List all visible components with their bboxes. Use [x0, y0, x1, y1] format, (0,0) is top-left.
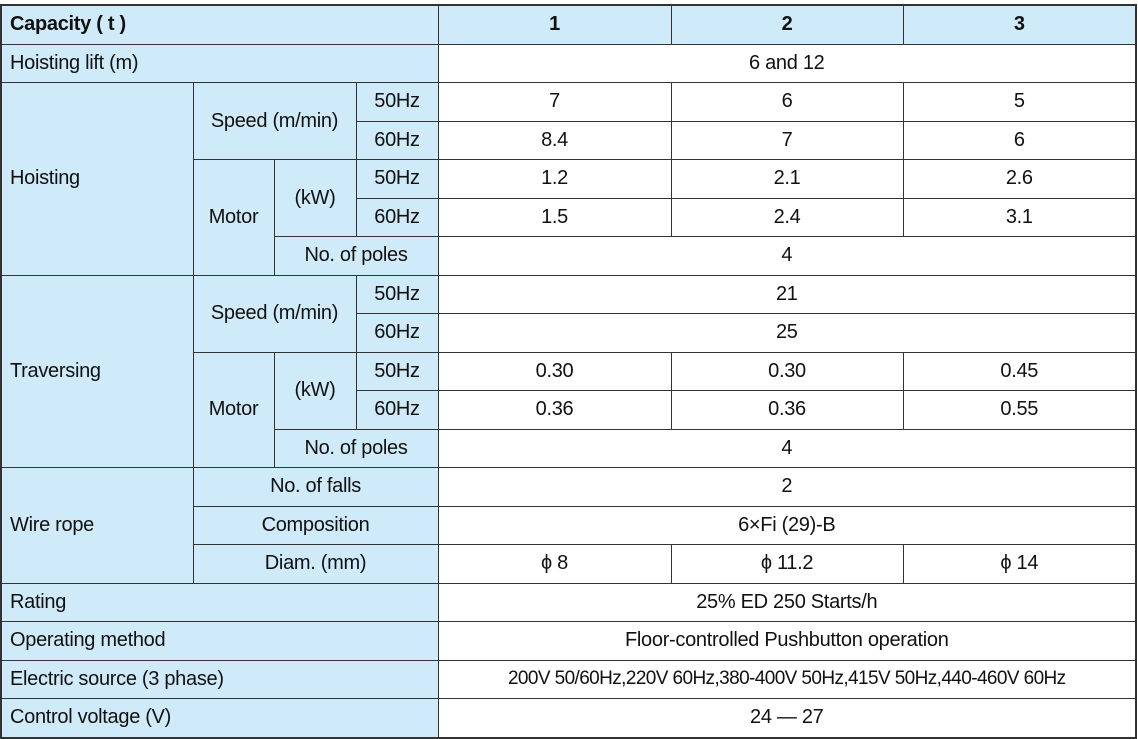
sub-label: No. of falls [192, 467, 439, 507]
cell: 2.4 [670, 197, 904, 237]
cell: 1.2 [437, 159, 672, 199]
cell: Floor-controlled Pushbutton operation [437, 621, 1137, 661]
unit-label: (kW) [273, 159, 357, 237]
cell: 3.1 [902, 197, 1137, 237]
spec-table: Capacity ( t ) 1 2 3 Hoisting lift (m) 6… [0, 4, 1138, 739]
freq-label: 50Hz [355, 82, 439, 122]
cell: 6×Fi (29)-B [437, 505, 1137, 545]
cell: 7 [670, 120, 904, 160]
row-label: Hoisting lift (m) [0, 43, 439, 83]
cell: 4 [437, 428, 1137, 468]
header-label: Capacity ( t ) [0, 4, 439, 45]
freq-label: 60Hz [355, 120, 439, 160]
cell: ϕ 11.2 [670, 544, 904, 584]
row-label: Control voltage (V) [0, 698, 439, 738]
group-label: Traversing [0, 274, 194, 468]
freq-label: 60Hz [355, 390, 439, 430]
cell: 6 and 12 [437, 43, 1137, 83]
header-cell: 2 [670, 4, 904, 45]
unit-label: (kW) [273, 351, 357, 430]
cell: 6 [902, 120, 1137, 160]
sub-label: Motor [192, 159, 275, 276]
sub-label: Speed (m/min) [192, 82, 357, 160]
sub-label: Composition [192, 505, 439, 545]
row-label: Electric source (3 phase) [0, 659, 439, 699]
cell: 7 [437, 82, 672, 122]
cell: ϕ 8 [437, 544, 672, 584]
cell: 2.6 [902, 159, 1137, 199]
cell: 0.45 [902, 351, 1137, 391]
cell: 0.36 [670, 390, 904, 430]
cell: 0.55 [902, 390, 1137, 430]
sub-label: Speed (m/min) [192, 274, 357, 353]
cell: 21 [437, 274, 1137, 314]
cell: 25 [437, 313, 1137, 353]
sub-label: No. of poles [273, 428, 439, 468]
cell: 2 [437, 467, 1137, 507]
cell: 25% ED 250 Starts/h [437, 582, 1137, 622]
row-label: Rating [0, 582, 439, 622]
cell: 2.1 [670, 159, 904, 199]
header-cell: 3 [902, 4, 1137, 45]
freq-label: 50Hz [355, 351, 439, 391]
freq-label: 50Hz [355, 159, 439, 199]
cell: 8.4 [437, 120, 672, 160]
cell: ϕ 14 [902, 544, 1137, 584]
freq-label: 60Hz [355, 313, 439, 353]
header-cell: 1 [437, 4, 672, 45]
cell: 4 [437, 236, 1137, 276]
sub-label: Diam. (mm) [192, 544, 439, 584]
cell: 5 [902, 82, 1137, 122]
row-label: Operating method [0, 621, 439, 661]
freq-label: 60Hz [355, 197, 439, 237]
sub-label: Motor [192, 351, 275, 468]
cell: 24 — 27 [437, 698, 1137, 738]
sub-label: No. of poles [273, 236, 439, 276]
cell: 0.30 [437, 351, 672, 391]
group-label: Wire rope [0, 467, 194, 584]
cell: 1.5 [437, 197, 672, 237]
cell: 0.36 [437, 390, 672, 430]
cell: 6 [670, 82, 904, 122]
cell: 200V 50/60Hz,220V 60Hz,380-400V 50Hz,415… [437, 659, 1137, 699]
freq-label: 50Hz [355, 274, 439, 314]
cell: 0.30 [670, 351, 904, 391]
group-label: Hoisting [0, 82, 194, 276]
